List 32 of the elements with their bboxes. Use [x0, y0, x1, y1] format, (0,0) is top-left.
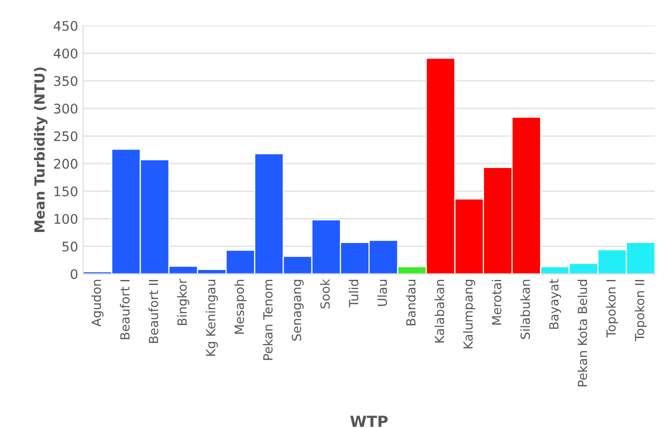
y-tick-label: 300	[54, 104, 78, 114]
x-tick-label: Merotai	[492, 280, 502, 325]
x-tick-label: Bayayat	[549, 279, 561, 329]
y-tick-label: 250	[54, 131, 78, 142]
x-tick-label: Sook	[320, 278, 330, 308]
x-tick-label: Pekan Kota Belud	[577, 280, 588, 386]
x-tick-label: Pekan Tenom	[262, 280, 273, 360]
y-tick-label: 200	[54, 158, 78, 169]
x-tick-label: Kg Keningau	[206, 280, 218, 356]
x-tick-label: Tulid	[348, 280, 358, 308]
x-tick-label: Beaufort II	[148, 280, 158, 343]
x-tick-label: Topokon I	[606, 280, 618, 338]
x-tick-label: Senagang	[292, 280, 304, 341]
x-tick-label: Kalumpang	[463, 280, 476, 348]
x-tick-label: Bingkor	[177, 278, 190, 326]
y-tick-label: 350	[54, 76, 78, 86]
y-axis-title: Mean Turbidity (NTU)	[34, 67, 48, 232]
y-tick-label: 150	[54, 186, 78, 196]
y-tick-label: 0	[70, 269, 78, 280]
x-tick-label: Bandau	[406, 280, 416, 326]
y-tick-label: 450	[54, 20, 78, 31]
y-tick-label: 100	[54, 214, 78, 224]
x-tick-label: Agudon	[91, 280, 104, 327]
x-tick-label: Topokon II	[634, 280, 647, 342]
y-tick-label: 50	[62, 242, 78, 252]
x-tick-label: Ulau	[377, 280, 387, 306]
x-tick-label: Mesapoh	[234, 280, 246, 334]
x-axis-title: WTP	[350, 416, 388, 427]
x-tick-label: Silabukan	[520, 280, 530, 339]
x-tick-label: Kalabakan	[434, 280, 444, 343]
y-tick-label: 400	[54, 48, 78, 58]
x-tick-label: Beaufort I	[120, 280, 130, 340]
